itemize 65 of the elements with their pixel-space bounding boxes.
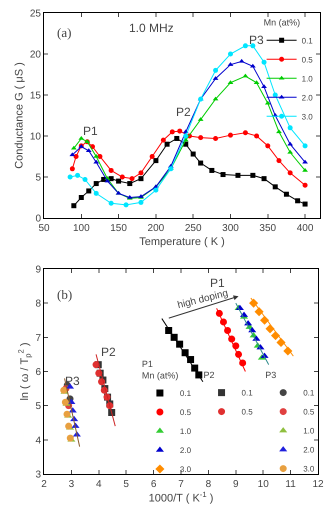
x-tick-label: 7	[178, 479, 184, 490]
legend-title: Mn (at%)	[264, 18, 300, 28]
annotation: P1	[142, 358, 153, 369]
legend-label: 2.0	[180, 446, 192, 456]
legend-label: 3.0	[303, 464, 315, 474]
legend-label: 0.1	[242, 388, 254, 398]
x-tick-label: 2	[41, 479, 48, 490]
y-tick-label: 25	[30, 8, 42, 20]
legend-label: 0.1	[180, 389, 192, 398]
x-axis-title: Temperature ( K )	[139, 236, 225, 248]
x-tick-label: 300	[222, 223, 240, 234]
legend-label: 0.5	[242, 408, 254, 417]
annotation: high doping	[176, 288, 230, 312]
x-axis-title: 1000/T ( K$^{-1}$ )	[148, 490, 214, 505]
legend-label: 2.0	[302, 93, 314, 102]
x-tick-label: 8	[206, 479, 212, 490]
annotation: 1.0 MHz	[129, 21, 174, 35]
x-tick-label: 400	[296, 223, 314, 234]
annotation: P1	[210, 276, 226, 290]
y-tick-label: 3	[35, 470, 42, 480]
x-tick-label: 5	[123, 479, 130, 490]
y-tick-label: 5	[35, 172, 42, 184]
annotation: P3	[249, 33, 264, 47]
x-tick-label: 250	[184, 223, 202, 234]
y-tick-label: 15	[30, 90, 42, 102]
legend-label: 0.5	[302, 55, 314, 64]
legend-label: 1.0	[303, 426, 315, 436]
x-tick-label: 200	[148, 223, 165, 234]
x-tick-label: 350	[259, 223, 277, 234]
legend-title: Mn (at%)	[142, 370, 178, 380]
x-tick-label: 50	[38, 223, 50, 234]
annotation: P1	[83, 124, 98, 138]
legend-label: 0.5	[180, 408, 192, 418]
y-tick-label: 6	[35, 367, 42, 378]
annotation: (a)	[57, 25, 72, 40]
legend-label: 0.1	[303, 388, 315, 398]
x-tick-label: 10	[258, 479, 270, 490]
y-tick-label: 0	[35, 214, 42, 224]
x-tick-label: 100	[72, 223, 90, 234]
y-axis-title: Conductance G ( μS )	[14, 62, 26, 169]
y-tick-label: 9	[35, 264, 42, 276]
x-tick-label: 11	[285, 479, 296, 490]
x-tick-label: 3	[68, 479, 75, 490]
legend-label: 1.0	[180, 427, 192, 436]
y-tick-label: 8	[35, 298, 42, 310]
y-tick-label: 4	[35, 435, 42, 446]
legend-label: 0.1	[302, 36, 314, 46]
x-tick-label: 12	[312, 479, 324, 490]
annotation: (b)	[57, 287, 72, 302]
annotation: P3	[265, 370, 276, 380]
legend-label: 2.0	[303, 446, 315, 455]
annotation: P2	[204, 370, 215, 380]
x-tick-label: 9	[233, 479, 240, 490]
x-tick-label: 6	[150, 479, 157, 490]
annotation: P2	[101, 345, 116, 359]
x-tick-label: 150	[110, 223, 128, 234]
legend-label: 1.0	[302, 74, 314, 84]
legend-label: 0.5	[303, 408, 315, 417]
x-tick-label: 4	[96, 479, 102, 490]
y-tick-label: 10	[30, 132, 42, 142]
y-tick-label: 20	[30, 50, 42, 60]
legend-label: 3.0	[302, 112, 314, 122]
y-tick-label: 5	[35, 401, 42, 412]
y-tick-label: 7	[35, 332, 42, 344]
annotation: P2	[176, 105, 192, 119]
